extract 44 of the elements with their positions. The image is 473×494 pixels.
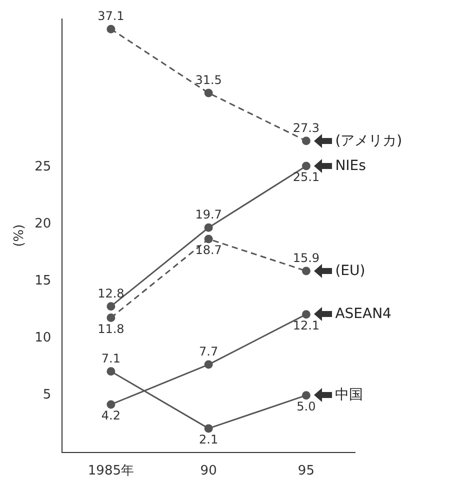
point (302, 162, 310, 170)
series-label: NIEs (335, 158, 366, 174)
data-label: 37.1 (98, 9, 124, 24)
data-label: 4.2 (101, 408, 120, 423)
data-label: 19.7 (195, 208, 222, 222)
point (302, 136, 310, 146)
point (204, 234, 213, 244)
point (204, 360, 213, 369)
series-label: (アメリカ) (335, 132, 402, 150)
data-label: 12.8 (98, 286, 124, 300)
y-tick-label: 25 (34, 160, 52, 175)
point (204, 424, 213, 433)
data-label: 12.1 (292, 318, 320, 332)
data-label: 5.0 (296, 399, 316, 414)
data-label: 25.1 (292, 170, 320, 184)
data-label: 15.9 (292, 251, 320, 266)
y-tick-label: 5 (42, 388, 52, 403)
point (106, 400, 116, 409)
y-tick-label: 15 (34, 274, 52, 289)
data-label: 11.8 (98, 322, 124, 336)
point (302, 310, 310, 319)
point (106, 302, 116, 311)
y-tick-label: 10 (34, 330, 52, 346)
series-label: ASEAN4 (335, 306, 392, 322)
point (302, 391, 310, 400)
point (106, 314, 116, 322)
x-tick-label: 95 (298, 464, 314, 479)
data-label: 7.7 (199, 344, 218, 359)
point (106, 24, 116, 34)
point (204, 88, 213, 98)
point (106, 367, 116, 376)
data-label: 27.3 (292, 121, 320, 136)
data-label: 2.1 (199, 432, 218, 447)
x-tick-label: 1985年 (88, 464, 134, 479)
data-label: 31.5 (195, 73, 222, 88)
point (302, 266, 310, 276)
point (204, 223, 213, 232)
data-label: 18.7 (195, 243, 222, 258)
data-label: 7.1 (101, 352, 120, 366)
y-tick-label: 20 (34, 216, 52, 232)
series-label: 中国 (335, 386, 364, 404)
series-label: (EU) (335, 262, 366, 279)
y-axis-title: (%) (12, 224, 28, 247)
x-tick-label: 90 (200, 464, 217, 479)
